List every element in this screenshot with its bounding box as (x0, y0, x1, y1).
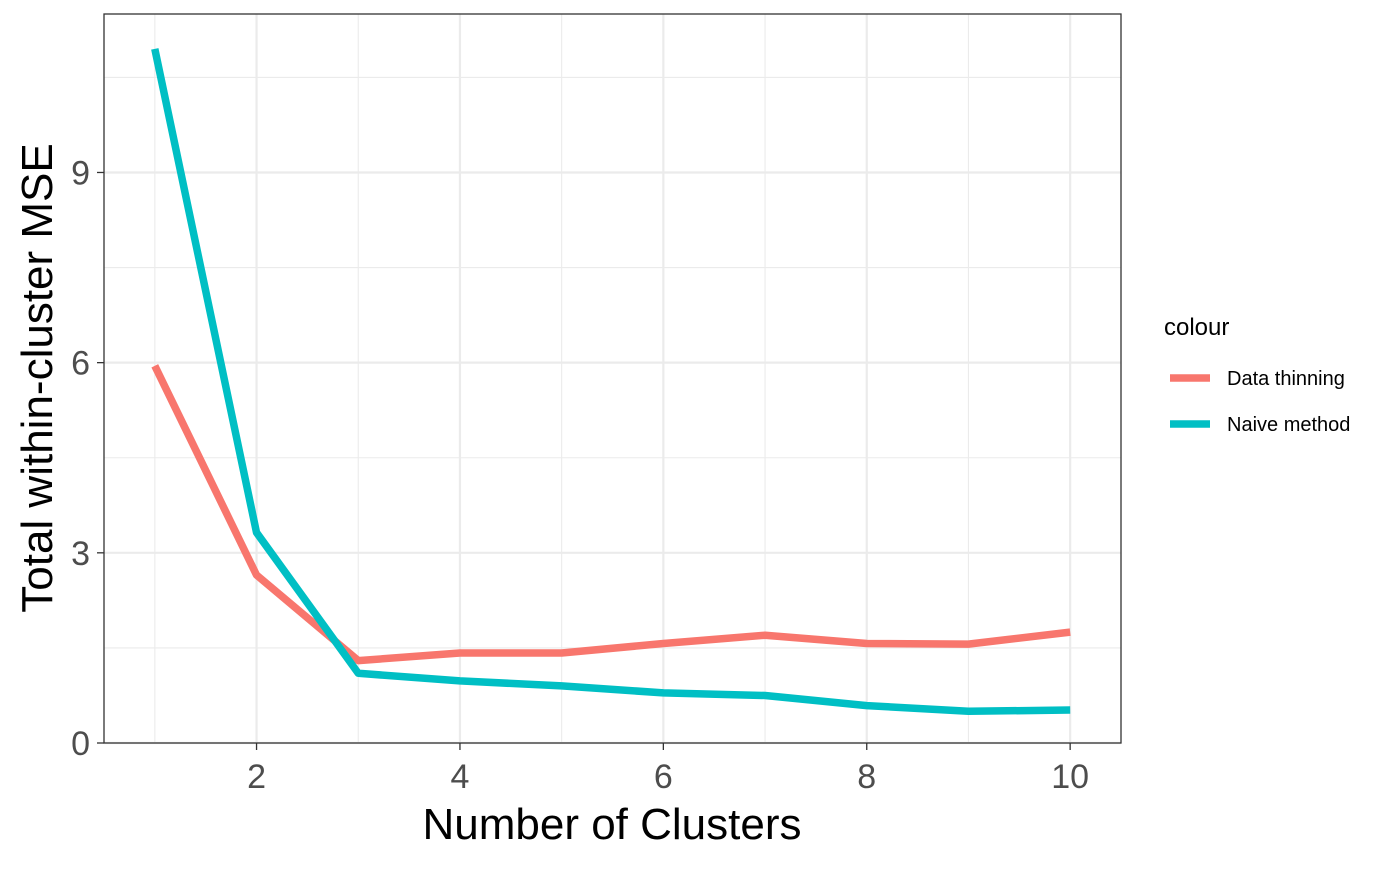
plot-background (104, 14, 1121, 743)
x-tick-label: 4 (450, 758, 469, 796)
legend-item-naive-method: Naive method (1170, 414, 1350, 436)
legend-item-data-thinning: Data thinning (1170, 368, 1345, 390)
y-axis-title: Total within-cluster MSE (13, 143, 62, 612)
plot-border (103, 13, 1122, 744)
x-axis-title: Number of Clusters (422, 800, 801, 849)
x-tick-label: 2 (247, 758, 266, 796)
series-line-data-thinning (151, 364, 1071, 665)
legend: colour Data thinning Naive method (1164, 314, 1350, 436)
y-tick-labels: 0 3 6 9 (71, 154, 90, 763)
y-tick-label: 0 (71, 725, 90, 763)
legend-label-naive-method: Naive method (1227, 414, 1350, 436)
x-tick-label: 8 (857, 758, 876, 796)
y-tick-label: 6 (71, 345, 90, 383)
series-layer (151, 48, 1071, 716)
legend-label-data-thinning: Data thinning (1227, 368, 1345, 390)
legend-title: colour (1164, 314, 1229, 341)
x-tick-label: 10 (1051, 758, 1089, 796)
x-tick-label: 6 (654, 758, 673, 796)
x-tick-labels: 2 4 6 8 10 (247, 758, 1089, 796)
legend-items: Data thinning Naive method (1170, 368, 1350, 436)
y-tick-label: 9 (71, 154, 90, 192)
y-tick-label: 3 (71, 535, 90, 573)
series-line-naive-method (151, 48, 1071, 716)
axis-ticks (97, 171, 1071, 750)
